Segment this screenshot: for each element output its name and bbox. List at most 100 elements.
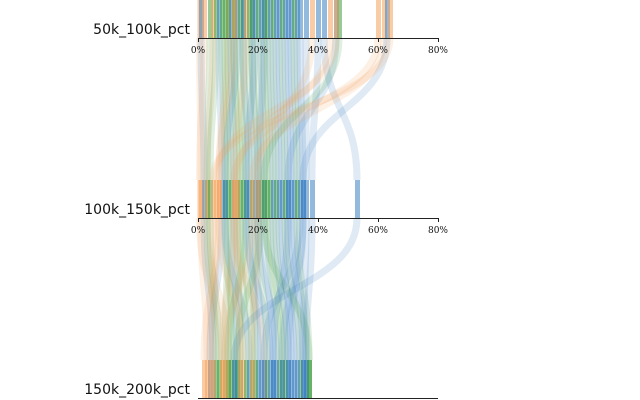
category-bar-0-45 — [337, 0, 342, 38]
ribbon-45-1 — [260, 217, 313, 361]
category-bar-2-30 — [292, 360, 297, 398]
category-bar-0-22 — [253, 0, 258, 38]
category-bar-0-28 — [268, 0, 273, 38]
ribbon-12-0 — [230, 37, 241, 181]
category-bar-0-17 — [241, 0, 246, 38]
ribbon-2-1 — [196, 217, 226, 361]
category-bar-0-48 — [385, 0, 390, 38]
ribbon-11-1 — [230, 217, 241, 361]
category-bar-1-46 — [232, 180, 237, 218]
category-bar-2-21 — [265, 360, 270, 398]
category-bar-2-41 — [304, 360, 309, 398]
category-bar-1-1 — [202, 180, 207, 218]
ribbon-50-0 — [212, 37, 340, 181]
category-bar-0-40 — [310, 0, 315, 38]
ribbon-20-1 — [251, 217, 265, 361]
tick-label-0-3: 60% — [368, 46, 388, 56]
category-bar-0-3 — [208, 0, 213, 38]
category-bar-2-20 — [259, 360, 264, 398]
category-bar-1-45 — [262, 180, 267, 218]
ribbon-45-0 — [260, 37, 343, 181]
category-bar-1-5 — [208, 180, 213, 218]
ribbon-28-1 — [269, 217, 292, 361]
category-bar-2-3 — [214, 360, 219, 398]
category-bar-1-14 — [223, 180, 228, 218]
category-bar-0-51 — [232, 0, 237, 38]
tick-label-0-1: 20% — [248, 46, 268, 56]
ribbon-43-1 — [233, 217, 244, 361]
category-bar-0-2 — [202, 0, 207, 38]
ribbon-3-1 — [203, 217, 220, 361]
category-bar-2-26 — [274, 360, 279, 398]
ribbon-24-0 — [257, 37, 268, 181]
tick-label-0-0: 0% — [191, 46, 206, 56]
tick-label-1-4: 80% — [428, 226, 448, 236]
category-bar-0-15 — [238, 0, 243, 38]
category-bar-0-46 — [376, 0, 381, 38]
category-bar-1-44 — [286, 180, 291, 218]
category-bar-0-27 — [265, 0, 270, 38]
ribbon-4-1 — [203, 217, 232, 361]
ribbon-0-0 — [196, 37, 205, 181]
ribbon-46-0 — [230, 37, 382, 181]
tick-label-1-3: 60% — [368, 226, 388, 236]
ribbon-50-1 — [209, 217, 220, 361]
ribbon-5-1 — [206, 217, 223, 361]
category-bar-1-22 — [244, 180, 249, 218]
ribbon-15-1 — [239, 217, 256, 361]
category-bar-1-29 — [274, 180, 279, 218]
category-bar-1-36 — [295, 180, 300, 218]
category-bar-1-50 — [214, 180, 219, 218]
ribbon-44-0 — [284, 37, 340, 181]
ribbon-2-0 — [196, 37, 208, 181]
tick-label-1-1: 20% — [248, 226, 268, 236]
ribbon-38-1 — [278, 217, 307, 361]
category-bar-0-4 — [211, 0, 216, 38]
ribbon-4-0 — [203, 37, 217, 181]
category-bar-2-5 — [217, 360, 222, 398]
category-bar-1-51 — [217, 180, 222, 218]
ribbon-19-1 — [248, 217, 259, 361]
ribbon-34-1 — [287, 217, 307, 361]
ribbon-40-0 — [254, 37, 316, 181]
ribbon-47-1 — [221, 217, 256, 361]
ribbon-5-0 — [206, 37, 220, 181]
ribbon-16-0 — [239, 37, 250, 181]
ribbon-37-0 — [293, 37, 304, 181]
ribbon-31-0 — [275, 37, 286, 181]
ribbon-40-1 — [248, 217, 262, 361]
category-bar-0-23 — [256, 0, 261, 38]
ribbon-48-1 — [284, 217, 307, 361]
category-bar-2-50 — [211, 360, 216, 398]
ribbon-7-1 — [221, 217, 238, 361]
category-bar-2-22 — [268, 360, 273, 398]
ribbon-35-0 — [287, 37, 298, 181]
category-bar-0-41 — [316, 0, 321, 38]
ribbon-8-1 — [221, 217, 232, 361]
ribbon-10-0 — [224, 37, 235, 181]
ribbon-19-0 — [245, 37, 256, 181]
category-bar-2-25 — [277, 360, 282, 398]
category-bar-1-15 — [241, 180, 246, 218]
category-bar-0-19 — [247, 0, 252, 38]
category-bar-0-49 — [388, 0, 393, 38]
category-bar-0-31 — [277, 0, 282, 38]
category-bar-1-43 — [235, 180, 240, 218]
category-bar-2-16 — [226, 360, 231, 398]
category-bar-1-39 — [304, 180, 309, 218]
category-bar-2-49 — [208, 360, 213, 398]
dimension-label-1: 100k_150k_pct — [84, 202, 190, 218]
ribbon-26-1 — [254, 217, 280, 361]
ribbon-16-1 — [224, 217, 250, 361]
tick-label-1-0: 0% — [191, 226, 206, 236]
tick-label-1-2: 40% — [308, 226, 328, 236]
category-bar-0-47 — [382, 0, 387, 38]
category-bar-2-13 — [244, 360, 249, 398]
ribbon-27-1 — [266, 217, 286, 361]
category-bar-2-19 — [253, 360, 258, 398]
ribbon-36-0 — [290, 37, 301, 181]
category-bar-1-8 — [226, 180, 231, 218]
category-bar-1-28 — [271, 180, 276, 218]
category-bar-0-1 — [199, 0, 204, 38]
